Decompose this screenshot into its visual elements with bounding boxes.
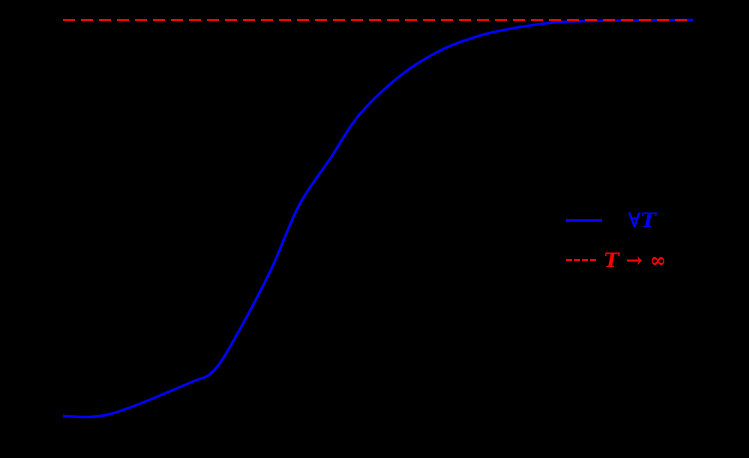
legend: ∀T T → ∞ — [566, 204, 696, 276]
legend-entry-t-infinity: T → ∞ — [566, 248, 666, 272]
legend-swatch-solid — [566, 218, 602, 222]
series-line-forall-t — [62, 18, 694, 419]
legend-label: ∀T — [628, 208, 656, 232]
legend-swatch-dashed — [566, 259, 596, 261]
legend-entry-forall-t: ∀T — [566, 208, 656, 232]
legend-label: T → ∞ — [604, 248, 667, 272]
